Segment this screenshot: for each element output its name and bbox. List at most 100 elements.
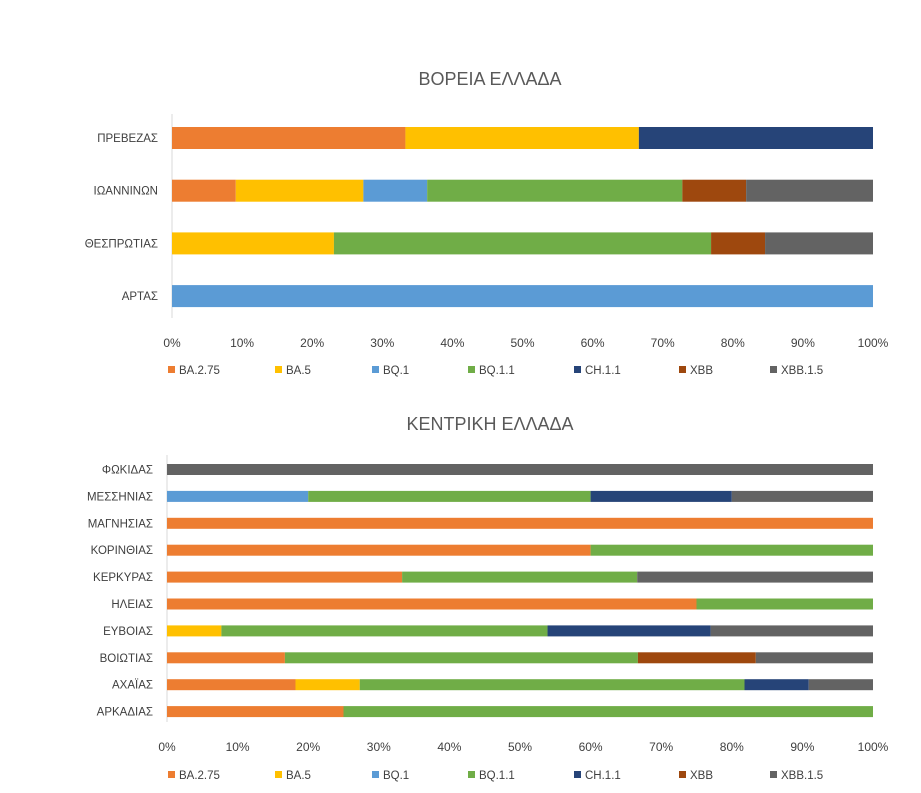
bar-segment-ba-5 [235, 179, 364, 202]
bar-segment-ba-2-75 [172, 127, 406, 149]
chart-title-north: ΒΟΡΕΙΑ ΕΛΛΑΔΑ [418, 69, 561, 89]
x-tick-label: 40% [440, 336, 464, 350]
legend-swatch [468, 771, 475, 778]
bar-segment-bq-1-1 [427, 179, 683, 202]
bar-segment-xbb-1-5 [637, 571, 873, 583]
x-tick-label: 80% [720, 740, 744, 754]
bar-segment-bq-1-1 [402, 571, 638, 583]
x-tick-label: 20% [296, 740, 320, 754]
category-label: ΑΧΑΪΑΣ [112, 680, 153, 692]
bar-segment-xbb [637, 652, 756, 664]
bar-segment-ba-2-75 [167, 706, 344, 718]
category-label: ΚΟΡΙΝΘΙΑΣ [91, 545, 153, 557]
bar-segment-ba-2-75 [167, 571, 403, 583]
legend-swatch [372, 366, 379, 373]
bar-segment-xbb-1-5 [808, 679, 873, 691]
bar-segment-bq-1 [172, 285, 873, 308]
category-label: ΦΩΚΙΔΑΣ [102, 465, 153, 477]
x-tick-label: 50% [510, 336, 534, 350]
x-tick-label: 20% [300, 336, 324, 350]
legend-label: XBB.1.5 [781, 365, 823, 377]
x-tick-label: 0% [158, 740, 176, 754]
bar-segment-ba-2-75 [167, 679, 296, 691]
legend-swatch [372, 771, 379, 778]
legend-label: XBB [690, 365, 713, 377]
x-tick-label: 70% [651, 336, 675, 350]
bar-segment-bq-1-1 [308, 490, 591, 502]
x-tick-label: 90% [790, 740, 814, 754]
bar-segment-bq-1-1 [343, 706, 873, 718]
category-label: ΙΩΑΝΝΙΝΩΝ [94, 186, 158, 198]
bar-segment-ch-1-1 [744, 679, 809, 691]
bar-segment-xbb-1-5 [746, 179, 873, 202]
legend-label: BA.2.75 [179, 770, 220, 782]
x-tick-label: 10% [226, 740, 250, 754]
bar-segment-xbb-1-5 [731, 490, 873, 502]
chart-title-central: ΚΕΝΤΡΙΚΗ ΕΛΛΑΔΑ [406, 414, 573, 434]
legend-label: BQ.1 [383, 365, 409, 377]
x-tick-label: 30% [367, 740, 391, 754]
category-label: ΑΡΤΑΣ [122, 291, 158, 303]
legend-swatch [679, 366, 686, 373]
legend-label: BQ.1 [383, 770, 409, 782]
x-tick-label: 40% [437, 740, 461, 754]
x-tick-label: 50% [508, 740, 532, 754]
x-tick-label: 100% [858, 740, 889, 754]
bar-segment-bq-1 [167, 490, 309, 502]
bar-segment-bq-1-1 [590, 544, 873, 556]
bar-segment-xbb [682, 179, 747, 202]
bar-segment-ba-2-75 [167, 652, 285, 664]
x-tick-label: 80% [721, 336, 745, 350]
category-label: ΘΕΣΠΡΩΤΙΑΣ [85, 238, 158, 250]
category-label: ΑΡΚΑΔΙΑΣ [97, 707, 153, 719]
legend-label: XBB.1.5 [781, 770, 823, 782]
bar-segment-ba-2-75 [167, 598, 697, 610]
bar-segment-bq-1 [363, 179, 428, 202]
x-tick-label: 60% [581, 336, 605, 350]
bar-segment-ch-1-1 [590, 490, 732, 502]
legend-swatch [168, 771, 175, 778]
x-tick-label: 10% [230, 336, 254, 350]
category-label: ΜΑΓΝΗΣΙΑΣ [88, 518, 153, 530]
legend-label: XBB [690, 770, 713, 782]
legend-label: BQ.1.1 [479, 770, 515, 782]
x-tick-label: 30% [370, 336, 394, 350]
legend-swatch [574, 366, 581, 373]
bar-segment-bq-1-1 [696, 598, 873, 610]
stacked-bar-chart-north: ΠΡΕΒΕΖΑΣ ΙΩΑΝΝΙΝΩΝ ΘΕΣΠΡΩΤΙΑΣ ΑΡΤΑΣ 0% 10% 20%… [85, 114, 889, 377]
legend-label: BA.2.75 [179, 365, 220, 377]
category-label: ΚΕΡΚΥΡΑΣ [93, 572, 153, 584]
x-tick-label: 70% [649, 740, 673, 754]
bar-segment-xbb-1-5 [755, 652, 873, 664]
legend-label: BA.5 [286, 770, 311, 782]
bar-segment-ch-1-1 [547, 625, 711, 637]
bar-segment-bq-1-1 [221, 625, 548, 637]
legend-swatch [275, 366, 282, 373]
legend-swatch [679, 771, 686, 778]
bar-segment-ch-1-1 [638, 127, 873, 149]
bar-segment-xbb-1-5 [710, 625, 873, 637]
legend-label: CH.1.1 [585, 365, 621, 377]
bar-segment-bq-1-1 [333, 232, 712, 255]
category-label: ΜΕΣΣΗΝΙΑΣ [87, 491, 153, 503]
legend-swatch [770, 366, 777, 373]
bar-segment-ba-2-75 [167, 544, 591, 556]
bar-segment-ba-2-75 [172, 179, 236, 202]
legend-label: CH.1.1 [585, 770, 621, 782]
legend-label: BQ.1.1 [479, 365, 515, 377]
category-label: ΒΟΙΩΤΙΑΣ [100, 653, 153, 665]
bar-segment-xbb [711, 232, 766, 255]
x-tick-label: 60% [579, 740, 603, 754]
category-label: ΗΛΕΙΑΣ [111, 599, 153, 611]
x-tick-label: 100% [858, 336, 889, 350]
x-tick-label: 0% [163, 336, 181, 350]
category-label: ΕΥΒΟΙΑΣ [103, 626, 153, 638]
legend-label: BA.5 [286, 365, 311, 377]
bar-segment-ba-5 [172, 232, 334, 255]
bar-segment-bq-1-1 [284, 652, 638, 664]
bar-segment-ba-2-75 [167, 517, 873, 529]
bar-segment-ba-5 [167, 625, 222, 637]
legend-swatch [468, 366, 475, 373]
x-tick-label: 90% [791, 336, 815, 350]
